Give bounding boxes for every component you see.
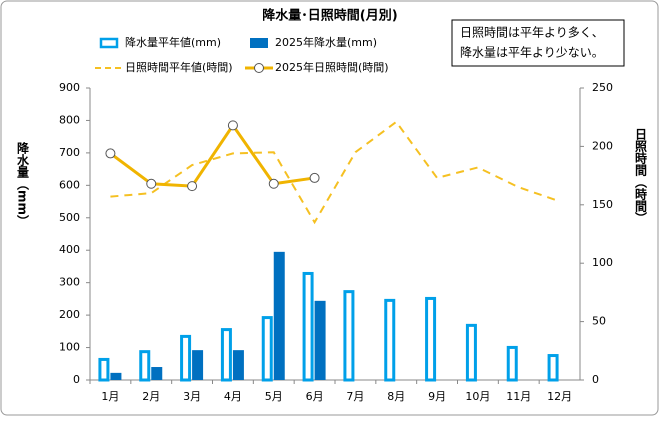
y2-tick-label: 50 (592, 315, 606, 328)
y-tick-label: 0 (73, 373, 80, 386)
y2-tick-label: 0 (592, 373, 599, 386)
annotation: 降水量は平年より少ない。 (460, 46, 604, 60)
legend-label: 2025年日照時間(時間) (275, 60, 389, 74)
bar (220, 328, 232, 382)
legend-label: 2025年降水量(mm) (275, 35, 377, 49)
y-tick-label: 600 (59, 178, 80, 191)
bar (547, 354, 559, 382)
bar (261, 316, 273, 382)
annotation: 日照時間は平年より多く、 (460, 26, 604, 40)
bar (384, 298, 396, 382)
legend-label: 降水量平年値(mm) (125, 35, 221, 49)
bar (273, 251, 285, 380)
y2-tick-label: 150 (592, 198, 613, 211)
line-marker (227, 120, 238, 131)
bar (151, 367, 163, 380)
legend-label: 日照時間平年値(時間) (125, 60, 233, 74)
chart-title: 降水量･日照時間(月別) (262, 8, 397, 24)
legend-swatch (250, 38, 268, 48)
bar (139, 350, 151, 382)
x-tick-label: 7月 (346, 390, 364, 403)
x-tick-label: 11月 (506, 390, 531, 403)
bar (425, 296, 437, 382)
bar (314, 300, 326, 380)
x-tick-label: 8月 (387, 390, 405, 403)
y-tick-label: 100 (59, 341, 80, 354)
x-tick-label: 6月 (306, 390, 324, 403)
y-tick-label: 300 (59, 276, 80, 289)
y-axis-label: 降水量（mm） (16, 141, 30, 227)
y2-tick-label: 200 (592, 139, 613, 152)
line-marker (105, 148, 116, 159)
bar (98, 357, 110, 382)
x-tick-label: 3月 (183, 390, 201, 403)
bar (343, 290, 355, 382)
annotation-box (451, 19, 625, 67)
line-marker (146, 178, 157, 189)
legend-swatch (254, 63, 264, 73)
bar (232, 350, 244, 380)
y-tick-label: 400 (59, 243, 80, 256)
y-tick-label: 800 (59, 113, 80, 126)
x-tick-label: 2月 (142, 390, 160, 403)
y2-tick-label: 250 (592, 81, 613, 94)
bar (465, 323, 477, 382)
line-marker (309, 172, 320, 183)
x-tick-label: 5月 (265, 390, 283, 403)
bar (506, 345, 518, 382)
y-tick-label: 200 (59, 308, 80, 321)
y-tick-label: 900 (59, 81, 80, 94)
line (110, 120, 560, 225)
y2-axis-label: 日照時間（時間） (634, 128, 648, 224)
x-tick-label: 4月 (224, 390, 242, 403)
line-marker (187, 181, 198, 192)
x-tick-label: 10月 (465, 390, 490, 403)
line-marker (268, 178, 279, 189)
bar (192, 350, 204, 380)
y2-tick-label: 100 (592, 256, 613, 269)
bar (302, 271, 314, 382)
x-tick-label: 1月 (101, 390, 119, 403)
bar (180, 334, 192, 382)
bar (110, 372, 122, 380)
y-tick-label: 500 (59, 211, 80, 224)
x-tick-label: 12月 (547, 390, 572, 403)
line (109, 122, 315, 188)
y-tick-label: 700 (59, 146, 80, 159)
legend-swatch (99, 37, 119, 49)
x-tick-label: 9月 (428, 390, 446, 403)
